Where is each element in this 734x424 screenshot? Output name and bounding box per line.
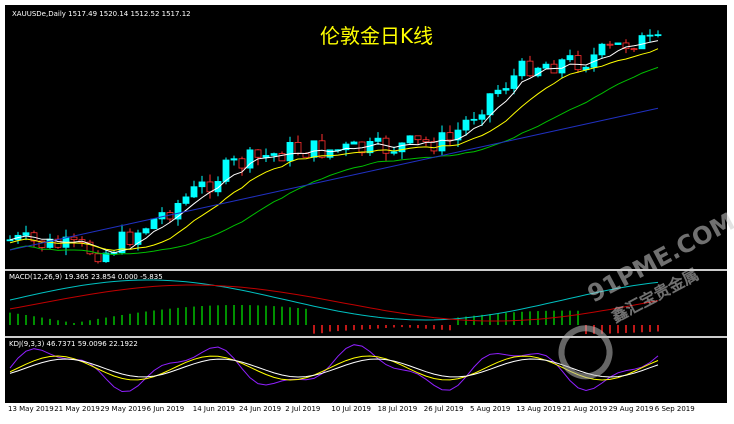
x-tick-label: 26 Jul 2019 bbox=[424, 405, 464, 413]
candle-body bbox=[438, 132, 446, 152]
candle-body bbox=[542, 63, 550, 69]
candle-body bbox=[278, 153, 286, 162]
candle-body bbox=[350, 141, 358, 145]
candle-body bbox=[182, 196, 190, 204]
candle-body bbox=[598, 43, 606, 56]
ma-line bbox=[9, 66, 659, 256]
candle-body bbox=[262, 155, 270, 158]
candle-body bbox=[342, 143, 350, 151]
signal-line bbox=[9, 284, 659, 322]
candle-body bbox=[86, 241, 94, 255]
candle-body bbox=[222, 159, 230, 182]
x-tick-label: 29 May 2019 bbox=[100, 405, 146, 413]
candle-body bbox=[502, 88, 510, 91]
candle-body bbox=[246, 149, 254, 169]
candle-body bbox=[22, 232, 30, 236]
candle-body bbox=[654, 34, 662, 37]
x-tick-label: 24 Jun 2019 bbox=[239, 405, 281, 413]
candle-body bbox=[230, 158, 238, 161]
x-tick-label: 13 Aug 2019 bbox=[516, 405, 561, 413]
x-tick-label: 10 Jul 2019 bbox=[331, 405, 371, 413]
candle-body bbox=[558, 59, 566, 74]
candle-body bbox=[462, 119, 470, 131]
kdj-line bbox=[9, 344, 659, 393]
candle-body bbox=[518, 60, 526, 77]
candle-body bbox=[214, 181, 222, 193]
candle-body bbox=[198, 181, 206, 188]
candle-body bbox=[318, 140, 326, 158]
candle-body bbox=[126, 231, 134, 245]
x-tick-label: 21 May 2019 bbox=[54, 405, 100, 413]
candle-body bbox=[102, 252, 110, 263]
candle-body bbox=[38, 240, 46, 248]
candle-body bbox=[430, 141, 438, 152]
candle-body bbox=[566, 55, 574, 61]
candle-body bbox=[190, 186, 198, 198]
candle-body bbox=[422, 139, 430, 143]
candle-body bbox=[510, 75, 518, 89]
candle-body bbox=[286, 141, 294, 162]
candle-body bbox=[142, 228, 150, 234]
candle-body bbox=[414, 135, 422, 141]
candle-body bbox=[374, 137, 382, 142]
candle-body bbox=[118, 231, 126, 254]
candle-body bbox=[270, 153, 278, 156]
x-tick-label: 21 Aug 2019 bbox=[562, 405, 607, 413]
x-tick-label: 18 Jul 2019 bbox=[378, 405, 418, 413]
candle-body bbox=[470, 118, 478, 121]
candle-body bbox=[486, 93, 494, 116]
candle-body bbox=[526, 60, 534, 77]
macd-line bbox=[9, 279, 659, 321]
candle-body bbox=[294, 141, 302, 154]
candle-body bbox=[158, 212, 166, 220]
candle-body bbox=[6, 239, 14, 242]
candle-body bbox=[446, 132, 454, 141]
candle-body bbox=[606, 43, 614, 46]
candle-body bbox=[70, 236, 78, 241]
x-tick-label: 6 Sep 2019 bbox=[655, 405, 695, 413]
candle-body bbox=[494, 89, 502, 95]
candle-body bbox=[206, 181, 214, 193]
candle-body bbox=[574, 55, 582, 71]
candle-body bbox=[326, 149, 334, 158]
macd-label: MACD(12,26,9) 19.365 23.854 0.000 -5.835 bbox=[9, 273, 163, 281]
candle-body bbox=[94, 253, 102, 263]
candle-body bbox=[646, 34, 654, 37]
symbol-info: XAUUSDe,Daily 1517.49 1520.14 1512.52 15… bbox=[12, 10, 191, 18]
candle-body bbox=[254, 149, 262, 158]
candle-body bbox=[174, 203, 182, 220]
candle-body bbox=[150, 218, 158, 230]
candle-body bbox=[398, 142, 406, 153]
ma-line bbox=[9, 107, 659, 251]
x-axis: 13 May 2019 21 May 2019 29 May 2019 6 Jun 2… bbox=[8, 405, 695, 413]
candle-body bbox=[310, 140, 318, 158]
kdj-label: KDJ(9,3,3) 46.7371 59.0096 22.1922 bbox=[9, 340, 138, 348]
plot-layer bbox=[6, 29, 662, 393]
candle-body bbox=[614, 42, 622, 45]
candle-body bbox=[134, 232, 142, 245]
x-tick-label: 14 Jun 2019 bbox=[193, 405, 235, 413]
candle-body bbox=[238, 158, 246, 169]
candle-body bbox=[622, 42, 630, 50]
x-tick-label: 6 Jun 2019 bbox=[147, 405, 185, 413]
candle-body bbox=[478, 114, 486, 120]
kdj-line bbox=[9, 355, 659, 381]
candle-body bbox=[454, 129, 462, 141]
candle-body bbox=[638, 35, 646, 50]
kdj-line bbox=[9, 358, 659, 378]
x-tick-label: 2 Jul 2019 bbox=[285, 405, 320, 413]
candle-body bbox=[406, 135, 414, 144]
x-tick-label: 29 Aug 2019 bbox=[609, 405, 654, 413]
x-tick-label: 13 May 2019 bbox=[8, 405, 54, 413]
ma-line bbox=[9, 48, 659, 251]
chart-title: 伦敦金日K线 bbox=[320, 24, 433, 48]
x-tick-label: 5 Aug 2019 bbox=[470, 405, 510, 413]
watermark-logo bbox=[558, 325, 613, 380]
candle-body bbox=[630, 48, 638, 51]
candle-body bbox=[302, 153, 310, 158]
candle-body bbox=[390, 151, 398, 154]
ma-line bbox=[9, 40, 659, 254]
